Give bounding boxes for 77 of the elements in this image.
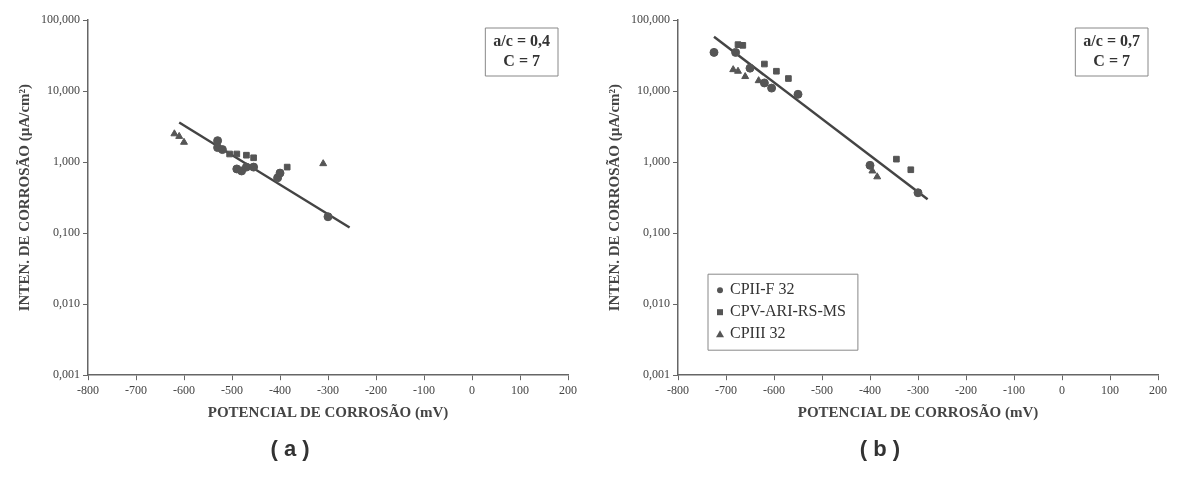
y-tick-label: 0,010 [643, 296, 670, 311]
y-tick-label: 100,000 [41, 12, 80, 27]
y-tick-label: 0,100 [53, 225, 80, 240]
x-tick-label: -800 [77, 382, 99, 397]
x-tick-label: -500 [811, 382, 833, 397]
point [907, 166, 915, 174]
point [180, 137, 188, 145]
x-tick-label: -700 [715, 382, 737, 397]
point [709, 47, 719, 57]
x-tick-label: -300 [317, 382, 339, 397]
point [250, 154, 257, 162]
annotation: a/c = 0,4 [493, 32, 550, 50]
point [731, 47, 741, 57]
point [249, 162, 259, 172]
point [741, 72, 750, 80]
legend-label: CPII-F 32 [730, 280, 795, 298]
point [785, 75, 792, 82]
point [217, 145, 227, 155]
x-tick-label: 200 [1149, 382, 1167, 397]
point [233, 150, 241, 158]
x-tick-label: -300 [907, 382, 929, 397]
point [739, 42, 747, 49]
x-tick-label: 100 [1101, 382, 1119, 397]
x-tick-label: -800 [667, 382, 689, 397]
x-tick-label: 200 [559, 382, 577, 397]
point [241, 162, 251, 172]
y-tick-label: 10,000 [637, 83, 670, 98]
y-tick-label: 0,001 [53, 367, 80, 382]
annotation: C = 7 [1093, 52, 1130, 70]
text: ( b ) [859, 435, 901, 461]
y-tick-label: 10,000 [47, 83, 80, 98]
y-tick-label: 1,000 [53, 154, 80, 169]
annotation: a/c = 0,7 [1083, 32, 1140, 50]
point [226, 150, 233, 158]
point [745, 63, 755, 73]
point [865, 160, 875, 170]
legend-label: CPV-ARI-RS-MS [730, 302, 846, 320]
y-axis-title: INTEN. DE CORROSÃO (µA/cm²) [604, 83, 623, 312]
y-tick-label: 0,010 [53, 296, 80, 311]
x-axis-title: POTENCIAL DE CORROSÃO (mV) [797, 403, 1039, 422]
legend-label: CPIII 32 [730, 324, 786, 342]
point [761, 60, 768, 68]
x-tick-label: -100 [413, 382, 435, 397]
x-tick-label: -500 [221, 382, 243, 397]
point [913, 188, 923, 198]
point [893, 155, 900, 163]
x-tick-label: 0 [1059, 382, 1065, 397]
point [323, 212, 333, 222]
point [759, 78, 769, 88]
x-tick-label: -600 [173, 382, 195, 397]
x-tick-label: -600 [763, 382, 785, 397]
annotation: C = 7 [503, 52, 540, 70]
point [243, 151, 250, 159]
text: ( a ) [270, 435, 310, 461]
x-tick-label: -200 [955, 382, 977, 397]
y-tick-label: 0,100 [643, 225, 670, 240]
x-tick-label: -100 [1003, 382, 1025, 397]
x-tick-label: -200 [365, 382, 387, 397]
y-tick-label: 100,000 [631, 12, 670, 27]
x-tick-label: 100 [511, 382, 529, 397]
x-axis-title: POTENCIAL DE CORROSÃO (mV) [207, 403, 449, 422]
point [175, 131, 184, 139]
x-tick-label: 0 [469, 382, 475, 397]
y-axis-title: INTEN. DE CORROSÃO (µA/cm²) [14, 83, 33, 312]
point [793, 89, 803, 99]
x-tick-label: -400 [269, 382, 291, 397]
point [873, 172, 882, 180]
x-tick-label: -700 [125, 382, 147, 397]
point [275, 168, 285, 178]
x-tick-label: -400 [859, 382, 881, 397]
point [767, 83, 777, 93]
point [319, 159, 328, 167]
point [283, 163, 291, 171]
y-tick-label: 0,001 [643, 367, 670, 382]
point [170, 129, 179, 137]
y-tick-label: 1,000 [643, 154, 670, 169]
point [773, 67, 780, 75]
